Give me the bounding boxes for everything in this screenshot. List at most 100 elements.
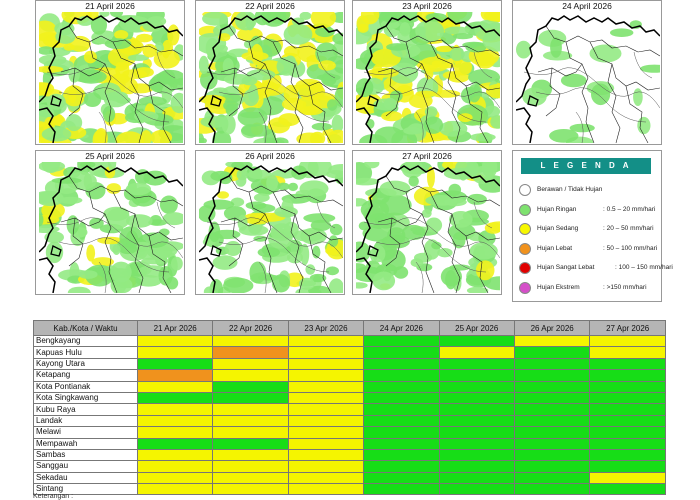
rainfall-map bbox=[39, 162, 183, 293]
forecast-cell bbox=[212, 426, 289, 439]
forecast-cell bbox=[363, 483, 440, 496]
table-row: Sintang bbox=[33, 483, 666, 496]
rainfall-map bbox=[356, 162, 500, 293]
forecast-cell bbox=[589, 357, 666, 371]
forecast-cell bbox=[363, 403, 440, 416]
forecast-cell bbox=[136, 403, 214, 416]
rainfall-map bbox=[356, 12, 500, 143]
forecast-cell bbox=[513, 391, 591, 405]
forecast-cell bbox=[438, 334, 515, 348]
region-name: Mempawah bbox=[33, 437, 138, 450]
map-panel: 23 April 2026 bbox=[352, 0, 502, 145]
legend-range: : 50 – 100 mm/hari bbox=[603, 244, 658, 252]
forecast-cell bbox=[287, 357, 365, 371]
forecast-cell bbox=[513, 369, 591, 382]
legend-swatch bbox=[519, 184, 531, 196]
forecast-cell bbox=[136, 448, 214, 462]
forecast-cell bbox=[363, 437, 440, 450]
map-panel: 24 April 2026 bbox=[512, 0, 662, 145]
forecast-cell bbox=[212, 357, 289, 371]
forecast-cell bbox=[363, 357, 440, 371]
forecast-cell bbox=[136, 391, 214, 405]
legend-swatch bbox=[519, 242, 531, 255]
forecast-cell bbox=[136, 346, 214, 359]
forecast-cell bbox=[589, 448, 666, 462]
forecast-cell bbox=[136, 380, 214, 393]
rainfall-map bbox=[516, 12, 660, 143]
legend-box: L E G E N D A Berawan / Tidak Hujan Hujan… bbox=[512, 150, 673, 302]
forecast-cell bbox=[136, 483, 214, 496]
forecast-cell bbox=[589, 369, 666, 382]
forecast-cell bbox=[513, 437, 591, 450]
forecast-cell bbox=[363, 346, 440, 359]
forecast-cell bbox=[513, 414, 591, 428]
forecast-cell bbox=[212, 369, 289, 382]
forecast-cell bbox=[287, 460, 365, 473]
forecast-cell bbox=[212, 391, 289, 405]
forecast-cell bbox=[438, 471, 515, 485]
header-date: 22 Apr 2026 bbox=[212, 320, 289, 336]
forecast-cell bbox=[363, 334, 440, 348]
forecast-cell bbox=[513, 471, 591, 485]
forecast-cell bbox=[136, 334, 214, 348]
forecast-cell bbox=[513, 483, 591, 496]
region-name: Kota Singkawang bbox=[33, 391, 138, 405]
header-date: 27 Apr 2026 bbox=[589, 320, 666, 336]
region-name: Kapuas Hulu bbox=[33, 346, 138, 359]
forecast-table: Kab./Kota / Waktu 21 Apr 2026 22 Apr 2026… bbox=[33, 320, 666, 496]
forecast-cell bbox=[438, 426, 515, 439]
forecast-cell bbox=[363, 448, 440, 462]
forecast-cell bbox=[212, 414, 289, 428]
region-name: Sintang bbox=[33, 483, 138, 496]
forecast-cell bbox=[438, 483, 515, 496]
forecast-cell bbox=[287, 334, 365, 348]
forecast-cell bbox=[212, 346, 289, 359]
table-row: Kubu Raya bbox=[33, 403, 666, 416]
forecast-cell bbox=[438, 437, 515, 450]
forecast-cell bbox=[363, 380, 440, 393]
region-name: Kota Pontianak bbox=[33, 380, 138, 393]
table-row: Mempawah bbox=[33, 437, 666, 450]
map-panel: 26 April 2026 bbox=[195, 150, 345, 295]
forecast-cell bbox=[513, 403, 591, 416]
region-name: Kayong Utara bbox=[33, 357, 138, 371]
region-name: Landak bbox=[33, 414, 138, 428]
forecast-cell bbox=[136, 426, 214, 439]
forecast-cell bbox=[287, 380, 365, 393]
forecast-cell bbox=[212, 448, 289, 462]
table-header-row: Kab./Kota / Waktu 21 Apr 2026 22 Apr 2026… bbox=[33, 320, 666, 336]
map-date-label: 27 April 2026 bbox=[402, 151, 452, 161]
forecast-cell bbox=[136, 369, 214, 382]
forecast-cell bbox=[438, 346, 515, 359]
table-row: Sambas bbox=[33, 448, 666, 462]
forecast-cell bbox=[589, 380, 666, 393]
forecast-cell bbox=[589, 437, 666, 450]
table-row: Melawi bbox=[33, 426, 666, 439]
forecast-cell bbox=[438, 357, 515, 371]
forecast-cell bbox=[589, 471, 666, 485]
forecast-cell bbox=[438, 380, 515, 393]
forecast-cell bbox=[363, 414, 440, 428]
forecast-cell bbox=[363, 426, 440, 439]
map-panel: 25 April 2026 bbox=[35, 150, 185, 295]
forecast-cell bbox=[513, 346, 591, 359]
forecast-cell bbox=[589, 334, 666, 348]
forecast-cell bbox=[513, 357, 591, 371]
forecast-cell bbox=[513, 460, 591, 473]
forecast-cell bbox=[287, 437, 365, 450]
forecast-cell bbox=[589, 414, 666, 428]
forecast-cell bbox=[136, 357, 214, 371]
forecast-cell bbox=[589, 403, 666, 416]
header-date: 23 Apr 2026 bbox=[287, 320, 365, 336]
forecast-cell bbox=[438, 448, 515, 462]
forecast-cell bbox=[287, 471, 365, 485]
rainfall-map bbox=[199, 162, 343, 293]
legend-range: : 0.5 – 20 mm/hari bbox=[603, 205, 656, 213]
header-date: 24 Apr 2026 bbox=[363, 320, 440, 336]
map-date-label: 26 April 2026 bbox=[245, 151, 295, 161]
region-name: Ketapang bbox=[33, 369, 138, 382]
forecast-cell bbox=[363, 460, 440, 473]
forecast-cell bbox=[212, 460, 289, 473]
table-row: Kapuas Hulu bbox=[33, 346, 666, 359]
forecast-cell bbox=[438, 391, 515, 405]
